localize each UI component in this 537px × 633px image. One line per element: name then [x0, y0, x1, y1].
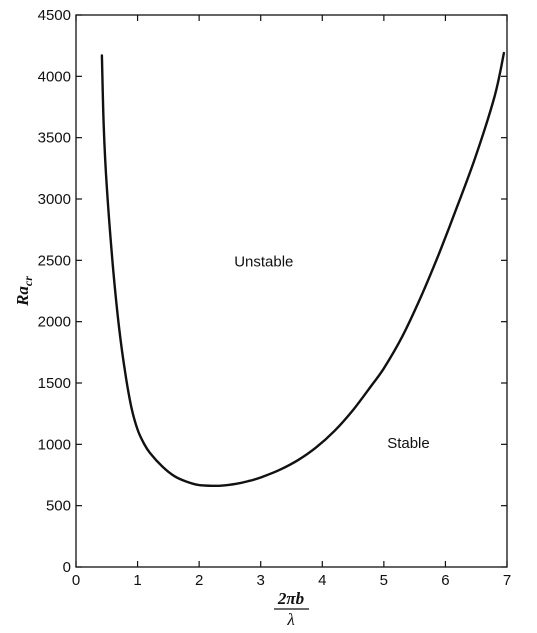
axis-ticks [75, 14, 508, 568]
x-axis-title: 2πb λ [274, 589, 309, 629]
y-tick-label: 3000 [38, 191, 71, 208]
annotations: Unstable Stable [234, 253, 430, 452]
x-tick-label: 7 [503, 572, 511, 589]
series-line [100, 51, 506, 488]
x-tick-labels: 0 1 2 3 4 5 6 7 [72, 572, 511, 589]
x-tick-label: 5 [380, 572, 388, 589]
region-label: Unstable [234, 253, 293, 270]
y-tick-label: 1000 [38, 436, 71, 453]
x-axis-title-numerator: 2πb [277, 589, 304, 608]
y-tick-label: 4000 [38, 68, 71, 85]
x-tick-label: 6 [441, 572, 449, 589]
x-tick-label: 1 [133, 572, 141, 589]
y-axis-title-subscript: cr [21, 276, 35, 286]
x-axis-title-denominator: λ [286, 610, 294, 629]
y-axis-title-main: Ra [13, 286, 32, 307]
region-label: Stable [387, 435, 430, 452]
y-tick-label: 500 [46, 498, 71, 515]
y-axis-title: Racr [13, 276, 35, 307]
x-tick-label: 3 [257, 572, 265, 589]
y-tick-labels: 0 500 1000 1500 2000 2500 3000 3500 4000 4500 [38, 7, 71, 576]
plot-frame [75, 14, 508, 568]
y-tick-label: 3500 [38, 130, 71, 147]
y-tick-label: 2500 [38, 252, 71, 269]
x-tick-label: 0 [72, 572, 80, 589]
y-tick-label: 1500 [38, 375, 71, 392]
x-tick-label: 4 [318, 572, 326, 589]
x-tick-label: 2 [195, 572, 203, 589]
y-tick-label: 4500 [38, 7, 71, 24]
y-tick-label: 2000 [38, 314, 71, 331]
y-tick-label: 0 [63, 559, 71, 576]
